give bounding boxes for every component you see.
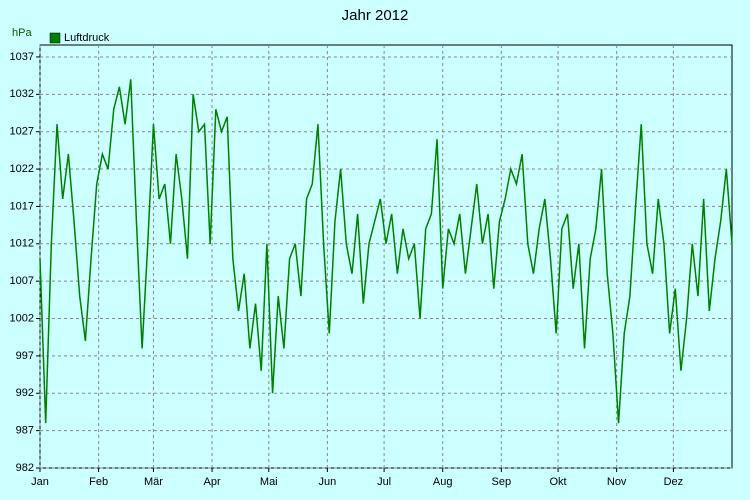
x-tick-label: Dez xyxy=(664,476,684,488)
x-tick-label: Nov xyxy=(607,476,627,488)
x-tick-label: Jan xyxy=(31,476,49,488)
y-tick-label: 1002 xyxy=(10,312,34,324)
line xyxy=(39,79,733,424)
plot-area xyxy=(39,44,733,469)
x-tick-label: Jul xyxy=(377,476,391,488)
y-tick-label: 997 xyxy=(16,350,34,362)
y-axis-label: hPa xyxy=(12,27,32,39)
y-tick-label: 1012 xyxy=(10,238,34,250)
x-tick-label: Mai xyxy=(260,476,278,488)
x-tick-label: Aug xyxy=(433,476,453,488)
y-tick-label: 992 xyxy=(16,387,34,399)
y-tick-label: 1022 xyxy=(10,163,34,175)
y-tick-label: 1037 xyxy=(10,51,34,63)
x-tick-label: Jun xyxy=(319,476,337,488)
y-tick-label: 982 xyxy=(16,462,34,474)
y-tick-label: 1007 xyxy=(10,275,34,287)
x-tick-label: Okt xyxy=(549,476,566,488)
x-tick-label: Feb xyxy=(89,476,108,488)
y-tick-label: 1032 xyxy=(10,88,34,100)
y-tick-label: 1027 xyxy=(10,126,34,138)
y-tick-label: 987 xyxy=(16,425,34,437)
legend-label: Luftdruck xyxy=(64,32,110,44)
y-tick-label: 1017 xyxy=(10,200,34,212)
x-tick-label: Sep xyxy=(492,476,512,488)
x-tick-label: Apr xyxy=(203,476,220,488)
x-tick-label: Mär xyxy=(144,476,163,488)
chart-title: Jahr 2012 xyxy=(342,7,409,24)
legend-swatch xyxy=(49,32,61,44)
